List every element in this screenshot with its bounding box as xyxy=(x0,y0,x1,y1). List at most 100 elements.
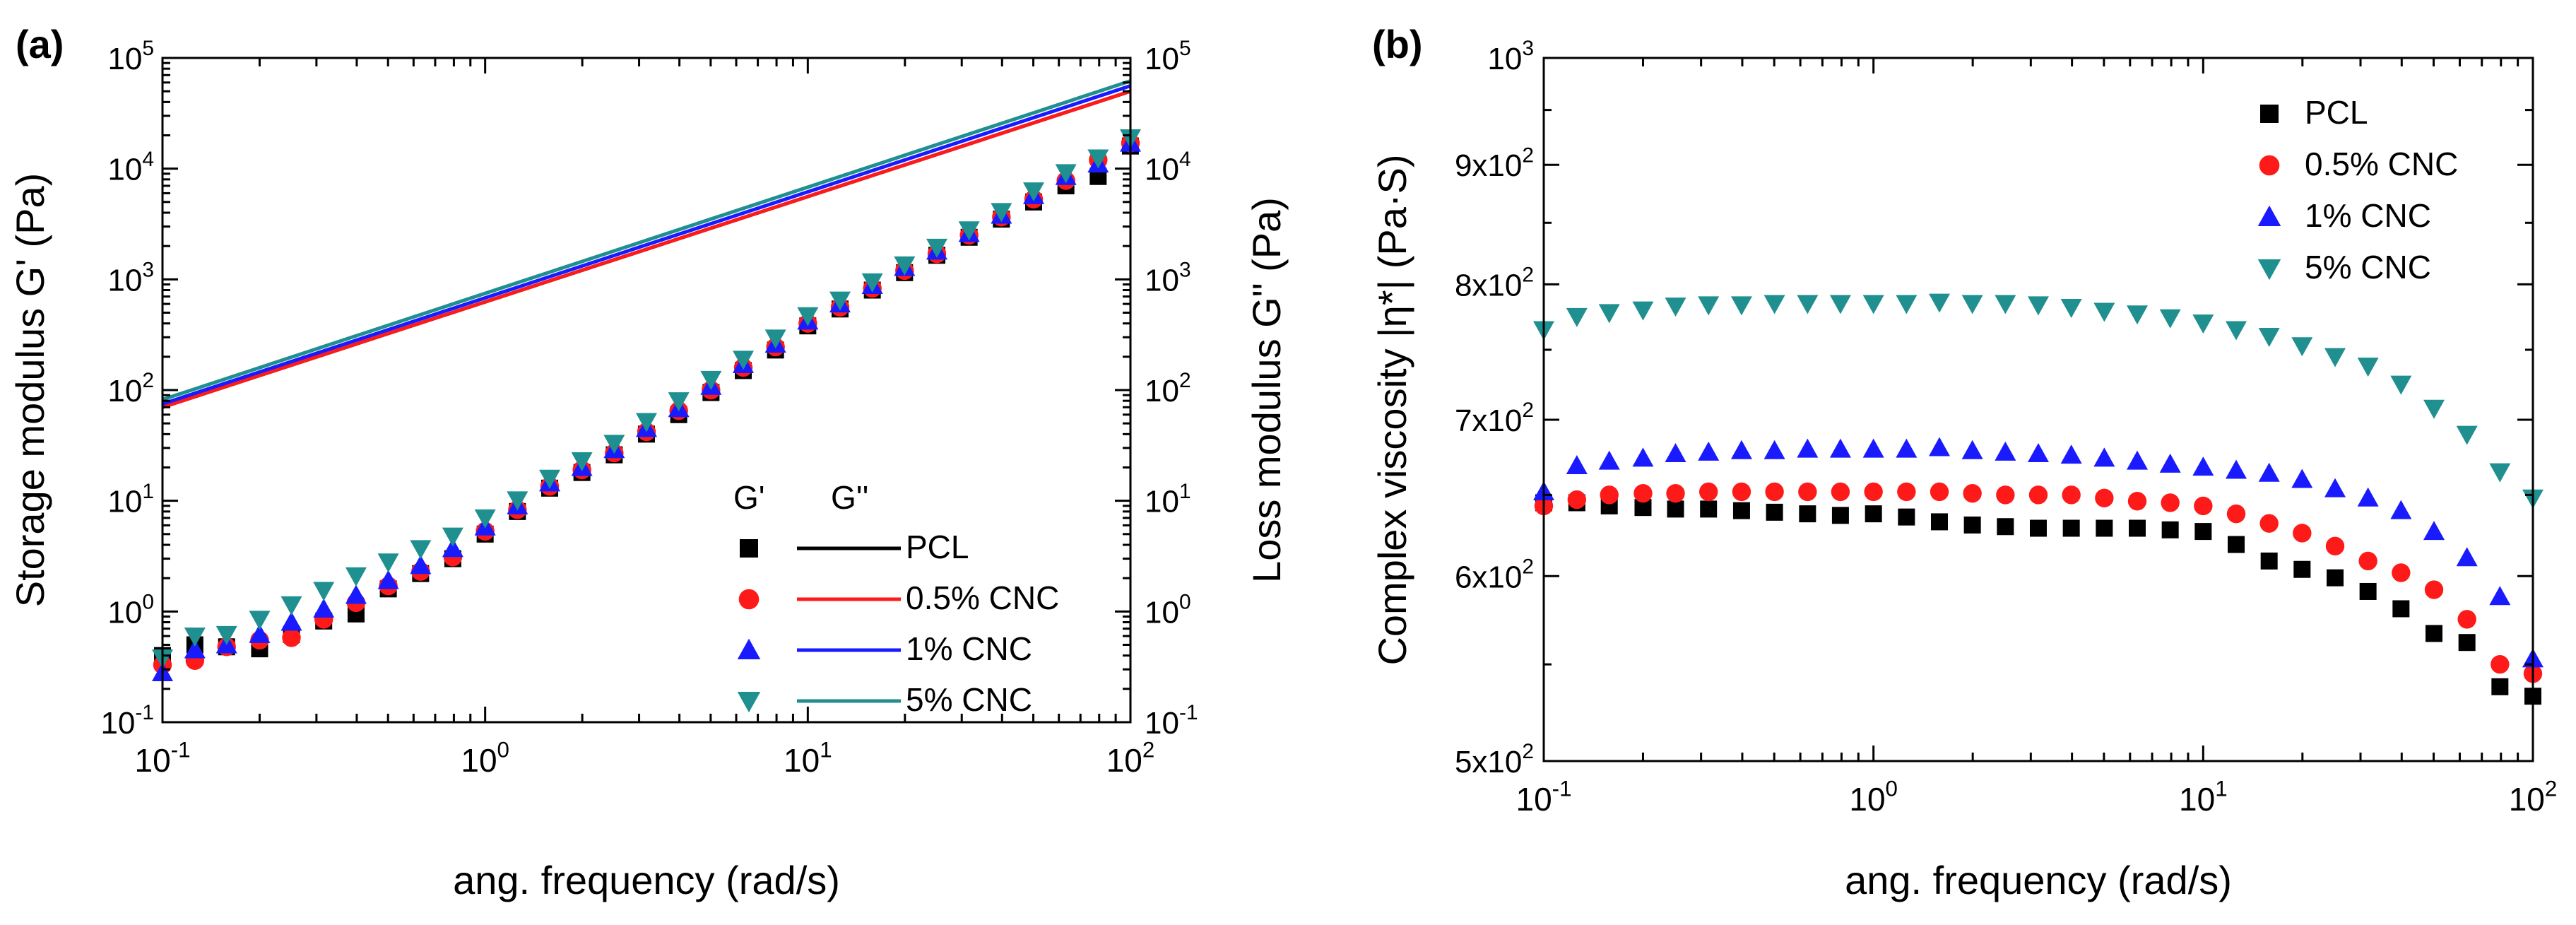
eta-point-3-17 xyxy=(2093,302,2115,322)
eta-point-3-5 xyxy=(1698,296,1720,316)
eta-point-2-20 xyxy=(2192,456,2214,476)
gp-point-3-5 xyxy=(313,582,335,601)
eta-point-2-19 xyxy=(2159,453,2181,473)
gp-point-3-12 xyxy=(539,469,561,489)
eta-point-3-21 xyxy=(2226,321,2247,341)
gp-point-2-3 xyxy=(249,623,271,643)
a-ytick-label-left: 103 xyxy=(107,259,154,298)
eta-point-0-17 xyxy=(2096,519,2113,537)
gp-point-3-16 xyxy=(668,392,690,412)
panel-b-legend: PCL 0.5% CNC 1% CNC 5% CNC xyxy=(2257,94,2458,285)
legend-header-gp: G' xyxy=(733,479,765,516)
panel-a-legend: G' G'' PCL 0.5% CNC 1% CNC 5% CNC xyxy=(733,479,1059,718)
eta-point-3-22 xyxy=(2258,327,2280,347)
legend-a-marker-0 xyxy=(740,539,758,558)
eta-point-0-26 xyxy=(2392,600,2410,618)
gp-point-3-4 xyxy=(280,596,302,615)
eta-point-1-23 xyxy=(2293,524,2312,543)
a-ytick-label-left: 101 xyxy=(107,480,154,519)
eta-point-0-23 xyxy=(2293,560,2311,578)
eta-point-2-2 xyxy=(1598,450,1620,470)
eta-point-3-6 xyxy=(1730,296,1752,316)
gp-point-3-29 xyxy=(1087,149,1109,169)
b-ytick-label: 103 xyxy=(1487,37,1534,76)
eta-point-3-14 xyxy=(1995,295,2016,314)
gp-point-3-6 xyxy=(345,567,367,587)
eta-point-1-21 xyxy=(2226,504,2246,524)
panel-a-y-ticks-right: 10-1 100 101 102 103 104 105 xyxy=(1115,37,1198,741)
eta-point-2-8 xyxy=(1797,438,1819,458)
eta-point-0-18 xyxy=(2129,519,2146,537)
eta-point-2-5 xyxy=(1698,441,1720,461)
a-ytick-label-right: 104 xyxy=(1145,148,1191,187)
eta-point-1-9 xyxy=(1831,482,1850,502)
b-ytick-label: 5x102 xyxy=(1455,740,1534,779)
eta-point-2-12 xyxy=(1929,437,1951,456)
a-ytick-label-right: 10-1 xyxy=(1145,701,1198,741)
eta-point-0-29 xyxy=(2491,678,2509,695)
legend-b-marker-3 xyxy=(2257,259,2281,281)
eta-point-0-25 xyxy=(2359,582,2377,600)
a-xtick-label: 101 xyxy=(784,737,832,779)
gp-point-2-7 xyxy=(377,570,399,589)
eta-point-2-21 xyxy=(2226,459,2247,479)
legend-b-label-0: PCL xyxy=(2305,94,2368,131)
eta-point-3-11 xyxy=(1896,295,1918,314)
eta-point-1-29 xyxy=(2491,654,2510,674)
eta-point-2-25 xyxy=(2357,487,2379,507)
gp-point-3-11 xyxy=(507,491,528,511)
eta-point-3-16 xyxy=(2060,298,2082,318)
eta-point-2-23 xyxy=(2291,469,2313,488)
a-ytick-label-left: 104 xyxy=(107,148,154,187)
a-ytick-label-left: 10-1 xyxy=(100,701,154,741)
eta-point-3-27 xyxy=(2423,399,2445,419)
eta-point-2-29 xyxy=(2489,586,2511,606)
eta-point-1-18 xyxy=(2127,492,2147,511)
panel-b-y-ticks: 5x102 6x102 7x102 8x102 9x102 103 xyxy=(1455,37,2533,779)
eta-point-1-4 xyxy=(1666,483,1685,503)
gp-point-3-2 xyxy=(215,625,237,645)
b-xtick-label: 100 xyxy=(1849,776,1898,818)
gp-point-3-27 xyxy=(1023,182,1045,202)
eta-point-2-10 xyxy=(1862,438,1884,458)
eta-point-2-11 xyxy=(1896,438,1918,458)
panel-a-y-ticks-left: 10-1 100 101 102 103 104 105 xyxy=(100,37,178,741)
eta-point-2-17 xyxy=(2093,447,2115,467)
eta-point-1-20 xyxy=(2194,496,2213,516)
eta-point-0-7 xyxy=(1766,503,1783,521)
legend-a-label-1: 0.5% CNC xyxy=(906,579,1059,616)
eta-point-3-19 xyxy=(2159,309,2181,329)
gp-point-3-7 xyxy=(377,553,399,573)
gp-point-3-24 xyxy=(926,238,948,258)
gpp-line-3 xyxy=(162,79,1131,401)
eta-point-1-10 xyxy=(1864,482,1883,502)
eta-point-3-13 xyxy=(1961,295,1983,314)
legend-b-marker-1 xyxy=(2259,155,2280,176)
eta-point-1-11 xyxy=(1897,482,1916,502)
eta-point-2-16 xyxy=(2060,444,2082,464)
eta-point-3-8 xyxy=(1797,295,1819,314)
eta-point-0-27 xyxy=(2426,625,2443,642)
panel-b-x-axis-label: ang. frequency (rad/s) xyxy=(1845,858,2232,902)
eta-point-0-4 xyxy=(1667,500,1684,518)
b-xtick-label: 102 xyxy=(2509,776,2558,818)
eta-point-1-25 xyxy=(2358,551,2377,571)
b-xtick-label: 101 xyxy=(2179,776,2228,818)
gp-point-3-10 xyxy=(474,509,496,529)
legend-a-marker-2 xyxy=(737,638,761,659)
gp-point-1-4 xyxy=(282,628,301,647)
gp-point-3-17 xyxy=(700,370,722,390)
b-ytick-label: 9x102 xyxy=(1455,143,1534,183)
panel-b: (b) 10-1 100 101 102 5x102 6x102 7x102 8x102 9x… xyxy=(1370,22,2557,902)
eta-point-0-16 xyxy=(2062,519,2080,537)
eta-point-2-14 xyxy=(1995,441,2016,461)
eta-point-0-6 xyxy=(1732,502,1750,519)
eta-point-3-26 xyxy=(2390,375,2412,395)
gp-point-3-25 xyxy=(958,221,980,241)
panel-b-x-ticks: 10-1 100 101 102 xyxy=(1516,58,2558,818)
panel-b-y-axis-label: Complex viscosity |η*| (Pa·S) xyxy=(1370,154,1414,665)
eta-point-1-8 xyxy=(1798,482,1817,502)
eta-point-1-6 xyxy=(1732,482,1751,502)
eta-point-1-24 xyxy=(2325,536,2345,556)
a-xtick-label: 10-1 xyxy=(135,737,191,779)
